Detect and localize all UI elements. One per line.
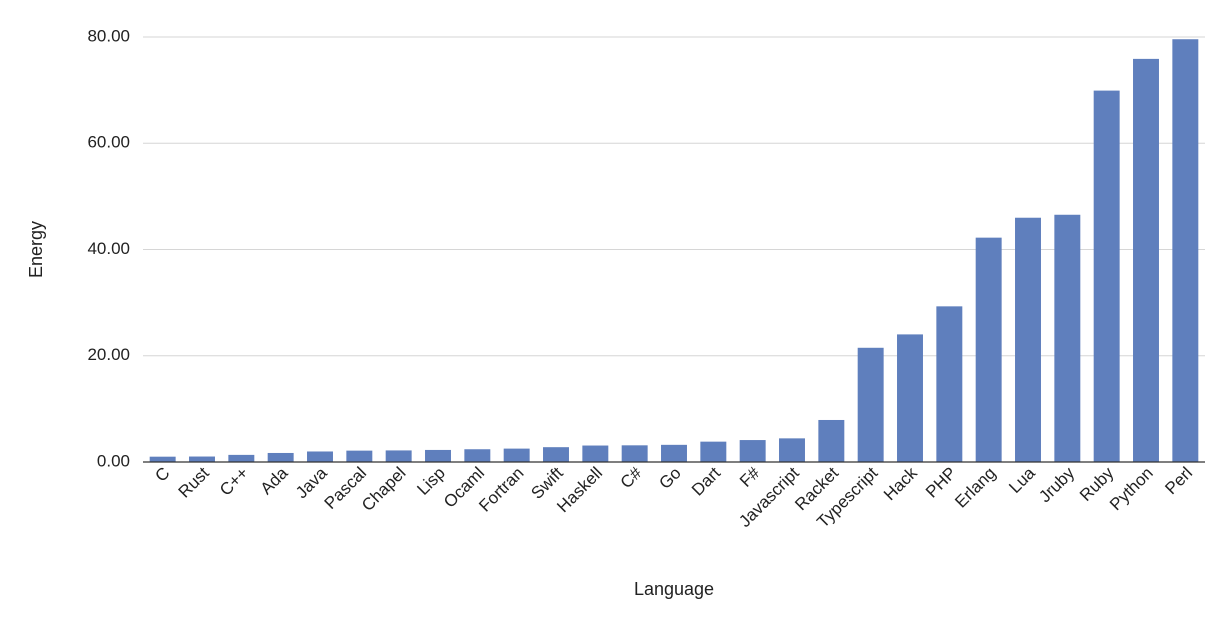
x-tick-label: Lua [1005,463,1039,497]
bar-racket [818,419,845,462]
x-tick-label: Ada [257,463,292,498]
x-tick-label: Dart [688,463,724,499]
bar-ruby [1093,90,1120,463]
bar-dart [700,441,727,462]
grid-lines [143,36,1205,357]
bar-java [307,451,333,462]
bar-php [936,306,963,462]
x-tick-label: Rust [175,463,213,501]
bar-ocaml [464,449,491,462]
x-tick-label: C++ [216,463,252,499]
bar-erlang [975,237,1002,462]
bar-c [149,456,176,462]
x-axis-title: Language [634,579,714,599]
x-tick-label: Erlang [951,463,999,511]
x-tick-label: Python [1106,463,1157,514]
y-tick-label: 20.00 [87,345,130,364]
bar-rust [189,456,215,462]
bar-jruby [1054,214,1081,462]
bar-f- [739,440,766,462]
bar-ada [267,452,294,462]
bar-haskell [582,445,609,462]
x-tick-label: C# [617,463,646,492]
bar-perl [1172,39,1199,462]
bar-fortran [503,448,530,462]
bar-javascript [779,438,805,462]
x-tick-label: Fortran [475,463,527,515]
bar-typescript [857,347,884,462]
y-axis-tick-labels: 0.00 20.00 40.00 60.00 80.00 [87,26,130,470]
y-tick-label: 80.00 [87,26,130,45]
bar-pascal [346,450,373,462]
bar-lua [1015,217,1041,462]
y-tick-label: 60.00 [87,133,130,152]
bar-swift [543,447,569,462]
y-tick-label: 40.00 [87,239,130,258]
bar-lisp [425,449,451,462]
bar-python [1133,58,1159,462]
x-tick-label: C [151,463,173,485]
x-tick-label: Jruby [1035,463,1078,506]
y-tick-label: 0.00 [97,451,130,470]
x-tick-label: Hack [880,463,921,504]
bar-go [661,444,687,462]
bar-c- [621,445,648,462]
bar-c- [228,454,255,462]
bar-hack [897,334,923,462]
x-tick-label: Perl [1161,463,1196,498]
x-tick-label: Chapel [358,463,410,515]
x-tick-label: F# [736,463,764,491]
y-axis-title: Energy [26,221,46,278]
bar-chapel [385,450,412,462]
bars [149,39,1199,463]
x-tick-label: Go [655,463,684,492]
